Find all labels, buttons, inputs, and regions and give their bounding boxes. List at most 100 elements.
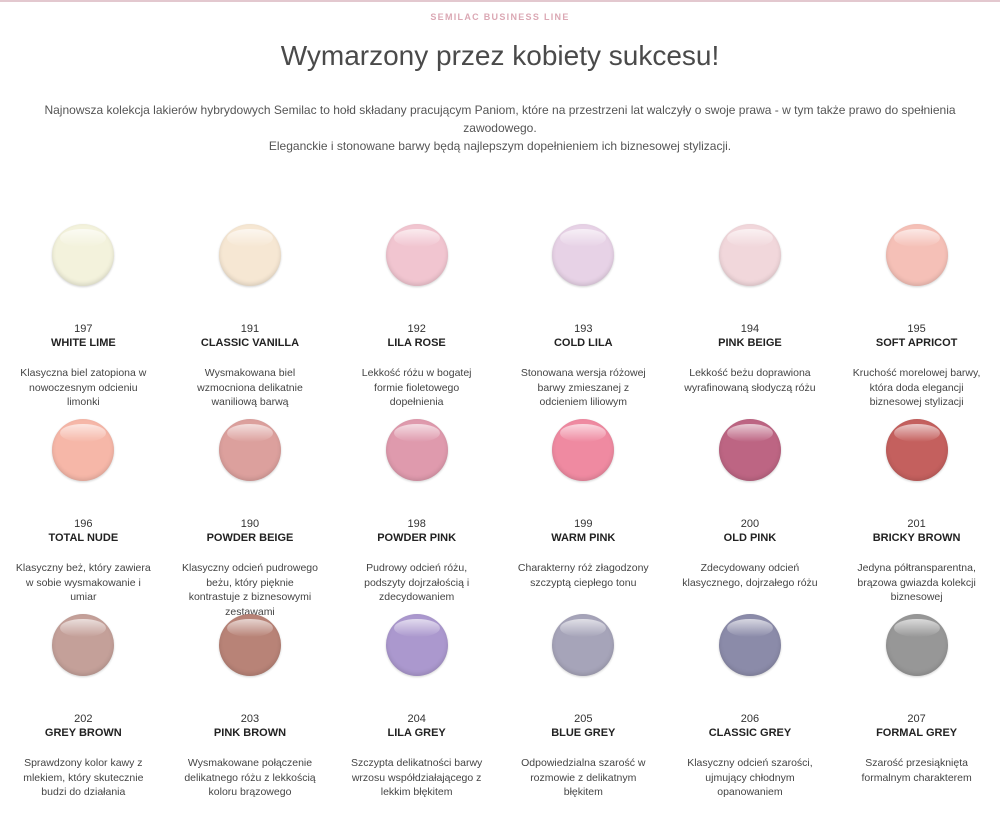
swatch-highlight [393, 619, 440, 637]
product-code: 196 [74, 518, 93, 530]
product-name[interactable]: TOTAL NUDE [48, 532, 119, 544]
product-name[interactable]: GREY BROWN [44, 727, 122, 739]
product-card[interactable]: 203 PINK BROWN Wysmakowane połączenie deli… [167, 614, 334, 809]
product-name[interactable]: WARM PINK [551, 532, 616, 544]
color-swatch[interactable] [552, 419, 615, 481]
product-name[interactable]: BLUE GREY [551, 727, 616, 739]
product-card[interactable]: 204 LILA GREY Szczypta delikatności barwy … [333, 614, 500, 809]
color-swatch[interactable] [385, 614, 448, 676]
product-description: Lekkość różu w bogatej formie fioletoweg… [361, 367, 472, 408]
product-description: Szczypta delikatności barwy wrzosu współ… [350, 757, 483, 798]
product-code: 204 [407, 713, 426, 725]
product-code: 203 [240, 713, 260, 725]
product-description: Lekkość beżu doprawiona wyrafinowaną sło… [684, 367, 816, 394]
product-name[interactable]: LILA ROSE [387, 337, 446, 349]
product-card[interactable]: 196 TOTAL NUDE Klasyczny beż, który zawier… [0, 419, 167, 614]
product-description: Sprawdzony kolor kawy z mlekiem, który s… [23, 757, 144, 798]
page-title: Wymarzony przez kobiety sukcesu! [280, 40, 720, 71]
product-description: Wysmakowana biel wzmocniona delikatnie w… [197, 367, 303, 408]
product-name[interactable]: POWDER PINK [377, 532, 457, 544]
color-swatch[interactable] [885, 224, 948, 286]
color-swatch[interactable] [52, 614, 115, 676]
color-swatch[interactable] [718, 419, 781, 481]
product-description: Wysmakowane połączenie delikatnego różu … [184, 757, 316, 798]
product-card[interactable]: 192 LILA ROSE Lekkość różu w bogatej formi… [333, 224, 500, 419]
product-name[interactable]: BRICKY BROWN [872, 532, 961, 544]
swatch-highlight [726, 424, 773, 442]
color-swatch[interactable] [885, 614, 948, 676]
color-swatch[interactable] [52, 419, 115, 481]
product-code: 201 [907, 518, 926, 530]
swatch-highlight [60, 424, 107, 442]
product-card[interactable]: 207 FORMAL GREY Szarość przesiąknięta form… [833, 614, 1000, 809]
color-swatch[interactable] [718, 224, 781, 286]
top-divider [0, 0, 1000, 2]
product-name[interactable]: FORMAL GREY [876, 727, 958, 739]
intro-text: Najnowsza kolekcja lakierów hybrydowych … [10, 101, 990, 155]
product-card[interactable]: 197 WHITE LIME Klasyczna biel zatopiona w … [0, 224, 167, 419]
product-description: Odpowiedzialna szarość w rozmowie z deli… [521, 757, 646, 798]
product-description: Klasyczny odcień szarości, ujmujący chło… [687, 757, 813, 798]
product-description: Charakterny róż złagodzony szczyptą ciep… [517, 562, 649, 589]
product-card[interactable]: 205 BLUE GREY Odpowiedzialna szarość w roz… [500, 614, 667, 809]
product-card[interactable]: 190 POWDER BEIGE Klasyczny odcień pudroweg… [167, 419, 334, 618]
product-description: Stonowana wersja różowej barwy zmieszane… [520, 367, 646, 408]
product-code: 206 [740, 713, 760, 725]
product-name[interactable]: LILA GREY [387, 727, 446, 739]
product-code: 207 [907, 713, 926, 725]
product-card[interactable]: 200 OLD PINK Zdecydowany odcień klasyczneg… [667, 419, 834, 614]
product-description: Kruchość morelowej barwy, która doda ele… [852, 367, 981, 408]
product-name[interactable]: CLASSIC VANILLA [200, 337, 300, 349]
color-swatch[interactable] [385, 419, 448, 481]
product-name[interactable]: SOFT APRICOT [875, 337, 958, 349]
product-card[interactable]: 194 PINK BEIGE Lekkość beżu doprawiona wyr… [667, 224, 834, 419]
swatch-highlight [393, 229, 440, 247]
product-name[interactable]: PINK BEIGE [718, 337, 782, 349]
swatch-highlight [560, 229, 607, 247]
color-swatch[interactable] [52, 224, 115, 286]
color-swatch[interactable] [218, 614, 281, 676]
swatch-highlight [560, 619, 607, 637]
product-code: 197 [74, 323, 93, 335]
swatch-highlight [726, 619, 773, 637]
product-code: 195 [907, 323, 926, 335]
color-swatch[interactable] [552, 614, 615, 676]
swatch-highlight [393, 424, 440, 442]
swatch-highlight [893, 229, 940, 247]
product-code: 192 [407, 323, 426, 335]
color-swatch[interactable] [218, 224, 281, 286]
color-swatch[interactable] [885, 419, 948, 481]
product-card[interactable]: 199 WARM PINK Charakterny róż złagodzony s… [500, 419, 667, 614]
product-name[interactable]: POWDER BEIGE [206, 532, 294, 544]
product-code: 194 [740, 323, 760, 335]
product-name[interactable]: PINK BROWN [213, 727, 287, 739]
product-name[interactable]: OLD PINK [723, 532, 777, 544]
product-name[interactable]: WHITE LIME [50, 337, 116, 349]
product-grid: 197 WHITE LIME Klasyczna biel zatopiona w … [0, 224, 1000, 809]
product-code: 200 [740, 518, 760, 530]
swatch-highlight [560, 424, 607, 442]
color-swatch[interactable] [218, 419, 281, 481]
product-description: Jedyna półtransparentna, brązowa gwiazda… [857, 562, 976, 603]
swatch-highlight [893, 424, 940, 442]
product-name[interactable]: CLASSIC GREY [708, 727, 792, 739]
product-code: 190 [240, 518, 260, 530]
product-description: Zdecydowany odcień klasycznego, dojrzałe… [682, 562, 818, 589]
product-card[interactable]: 193 COLD LILA Stonowana wersja różowej bar… [500, 224, 667, 419]
product-card[interactable]: 195 SOFT APRICOT Kruchość morelowej barwy,… [833, 224, 1000, 419]
product-code: 198 [407, 518, 426, 530]
swatch-highlight [226, 229, 273, 247]
product-card[interactable]: 206 CLASSIC GREY Klasyczny odcień szarości… [667, 614, 834, 809]
intro-line-1: Najnowsza kolekcja lakierów hybrydowych … [44, 103, 956, 135]
color-swatch[interactable] [718, 614, 781, 676]
color-swatch[interactable] [552, 224, 615, 286]
product-code: 205 [574, 713, 593, 725]
intro-line-2: Eleganckie i stonowane barwy będą najlep… [268, 139, 732, 153]
swatch-highlight [726, 229, 773, 247]
product-card[interactable]: 198 POWDER PINK Pudrowy odcień różu, podsz… [333, 419, 500, 614]
product-card[interactable]: 191 CLASSIC VANILLA Wysmakowana biel wzmoc… [167, 224, 334, 419]
product-card[interactable]: 202 GREY BROWN Sprawdzony kolor kawy z mle… [0, 614, 167, 809]
color-swatch[interactable] [385, 224, 448, 286]
product-card[interactable]: 201 BRICKY BROWN Jedyna półtransparentna, … [833, 419, 1000, 614]
product-name[interactable]: COLD LILA [553, 337, 613, 349]
